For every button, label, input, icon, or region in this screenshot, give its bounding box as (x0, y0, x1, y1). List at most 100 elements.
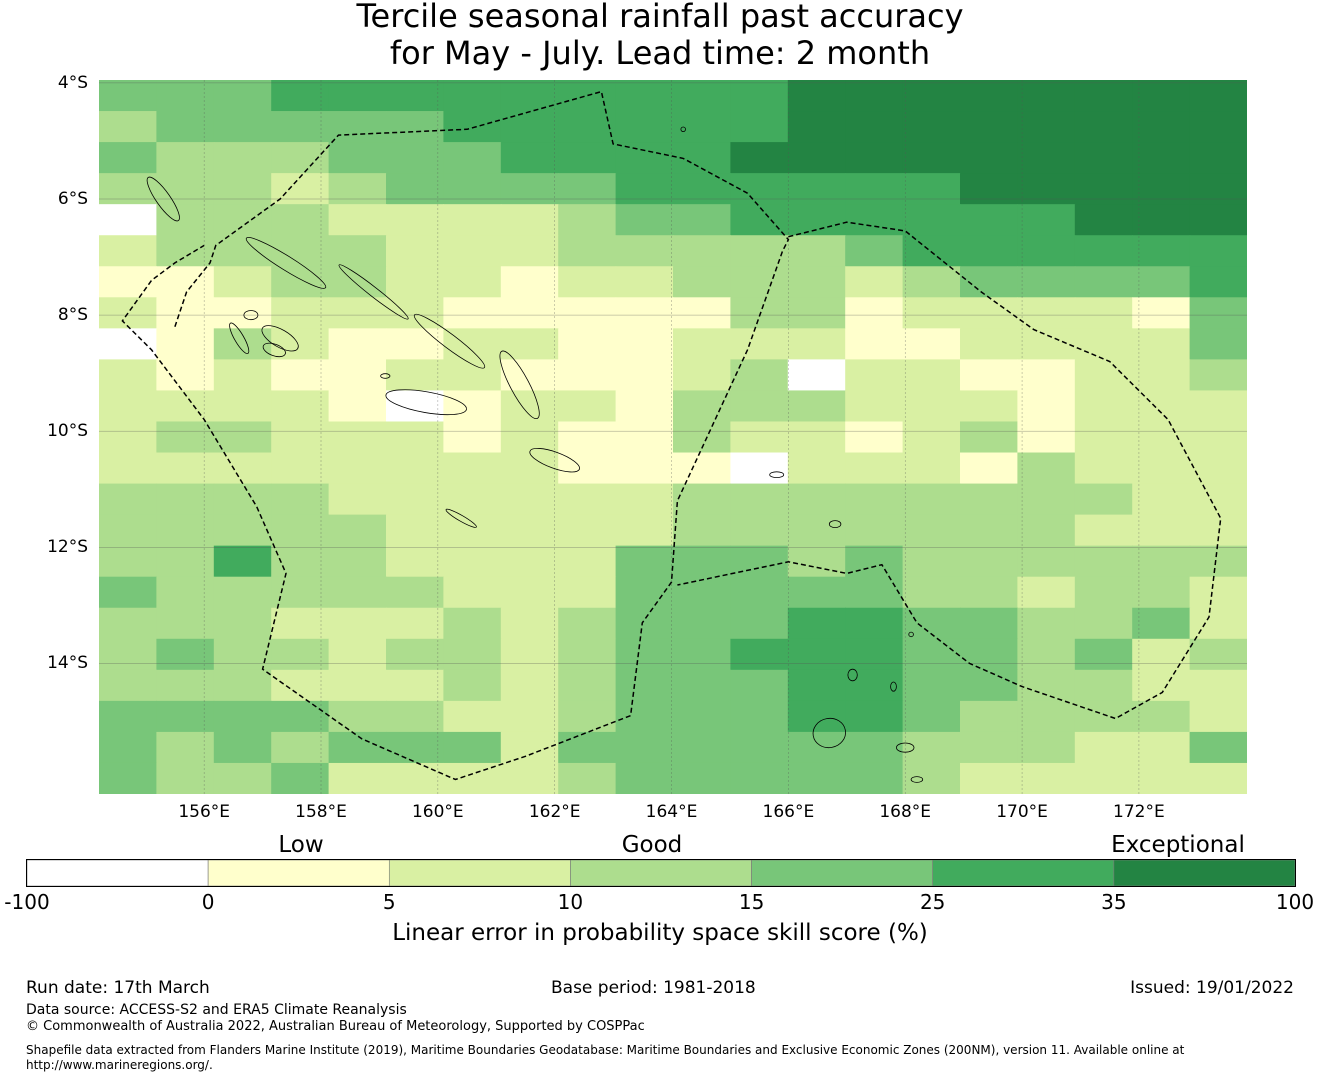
skill-cell (443, 390, 502, 423)
skill-cell (328, 266, 387, 298)
skill-cell (558, 452, 617, 485)
skill-cell (328, 204, 387, 236)
colorbar-segment (388, 859, 571, 887)
skill-cell (960, 390, 1018, 423)
skill-cell (1189, 762, 1247, 794)
skill-cell (1074, 669, 1133, 702)
skill-cell (960, 111, 1018, 143)
skill-cell (271, 514, 330, 547)
skill-cell (902, 638, 961, 671)
island-outline (243, 310, 259, 321)
skill-cell (500, 266, 559, 298)
skill-cell (902, 700, 961, 733)
skill-cell (730, 669, 789, 702)
skill-cell (156, 142, 215, 174)
skill-cell (500, 483, 559, 516)
skill-cell (673, 297, 731, 329)
skill-cell (787, 235, 846, 267)
skill-cell (271, 390, 330, 423)
skill-cell (558, 173, 617, 205)
longitude-label: 158°E (295, 802, 347, 822)
skill-cell (1189, 173, 1247, 205)
skill-cell (271, 638, 330, 671)
skill-cell (787, 762, 846, 794)
skill-cell (1074, 80, 1133, 112)
skill-cell (615, 607, 674, 640)
skill-cell (787, 514, 846, 547)
skill-cell (500, 80, 559, 112)
skill-cell (845, 762, 904, 794)
skill-cell (328, 483, 387, 516)
skill-cell (99, 452, 157, 485)
legend-colorbar (26, 859, 1296, 887)
vanuatu-eez-boundary (677, 221, 1222, 720)
skill-cell (673, 607, 731, 640)
skill-cell (1017, 266, 1076, 298)
island-outline (338, 264, 409, 320)
skill-cell (902, 669, 961, 702)
skill-cell (1017, 576, 1076, 609)
skill-cell (386, 235, 444, 267)
island-outline (890, 681, 897, 692)
skill-cell (443, 80, 502, 112)
skill-cell (845, 328, 904, 360)
colorbar-tick-label: 5 (382, 890, 396, 914)
colorbar-label: Linear error in probability space skill … (392, 920, 928, 946)
skill-cell (213, 483, 272, 516)
skill-cell (271, 731, 330, 764)
skill-cell (787, 669, 846, 702)
skill-cell (500, 390, 559, 423)
skill-cell (787, 731, 846, 764)
skill-cell (558, 266, 617, 298)
skill-cell (386, 204, 444, 236)
skill-cell (1074, 297, 1133, 329)
skill-cell (902, 545, 961, 578)
skill-cell (1017, 669, 1076, 702)
skill-cell (615, 731, 674, 764)
skill-cell (156, 576, 215, 609)
skill-cell (1074, 390, 1133, 423)
legend-category-good: Good (621, 832, 683, 858)
skill-cell (902, 235, 961, 267)
skill-cell (328, 669, 387, 702)
skill-cell (1132, 700, 1191, 733)
skill-cell (500, 731, 559, 764)
skill-cell (960, 142, 1018, 174)
skill-cell (902, 421, 961, 454)
skill-cell (271, 266, 330, 298)
skill-cell (1189, 390, 1247, 423)
skill-cell (1189, 359, 1247, 392)
issued-date: Issued: 19/01/2022 (1130, 978, 1294, 998)
skill-cell (99, 390, 157, 423)
skill-cell (1189, 111, 1247, 143)
skill-cell (615, 328, 674, 360)
skill-cell (328, 762, 387, 794)
skill-cell (500, 235, 559, 267)
skill-cell (156, 235, 215, 267)
skill-cell (673, 328, 731, 360)
skill-cell (99, 731, 157, 764)
skill-cell (730, 142, 789, 174)
island-outline (146, 176, 180, 222)
skill-cell (328, 142, 387, 174)
skill-cell (1074, 235, 1133, 267)
skill-cell (213, 390, 272, 423)
shapefile-credit: Shapefile data extracted from Flanders M… (26, 1043, 1185, 1057)
skill-cell (328, 297, 387, 329)
colorbar-frame (26, 859, 1296, 887)
skill-cell (328, 359, 387, 392)
latitude-label: 14°S (47, 653, 88, 674)
skill-cell (1074, 514, 1133, 547)
skill-cell (960, 576, 1018, 609)
skill-cell (615, 235, 674, 267)
skill-cell (213, 700, 272, 733)
skill-cell (1132, 173, 1191, 205)
skill-cell (960, 638, 1018, 671)
skill-cell (156, 359, 215, 392)
longitude-label: 156°E (178, 802, 231, 822)
skill-cell (615, 669, 674, 702)
skill-cell (960, 421, 1018, 454)
skill-cell (1189, 328, 1247, 360)
colorbar-tick-label: 15 (738, 890, 765, 914)
island-outline (896, 742, 915, 753)
